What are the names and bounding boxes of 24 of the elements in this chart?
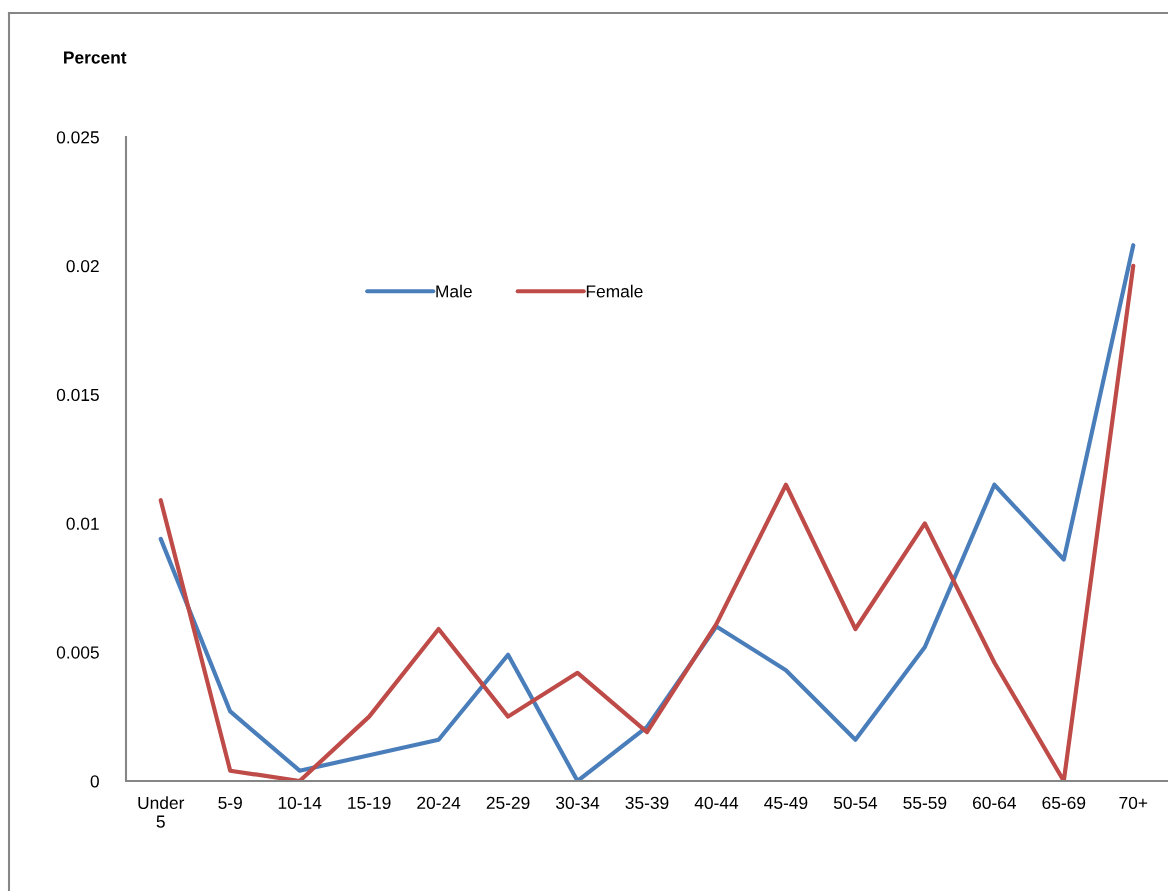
y-tick-label: 0 [90, 775, 99, 788]
x-tick-label: 20-24 [417, 796, 461, 810]
x-tick-label: 40-44 [694, 796, 739, 810]
y-tick-label: 0.005 [56, 646, 99, 659]
y-tick-label: 0.02 [66, 259, 99, 273]
x-tick-label: 55-59 [903, 796, 947, 810]
y-tick-label: 0.015 [56, 388, 99, 402]
y-tick-label: 0.025 [56, 131, 99, 144]
x-tick-label: 45-49 [764, 796, 808, 810]
x-tick-label: 35-39 [625, 796, 669, 810]
x-tick-label: 10-14 [278, 796, 322, 810]
x-tick-label: 50-54 [833, 796, 878, 810]
x-tick-label: 65-69 [1042, 796, 1086, 810]
x-tick-label: 60-64 [973, 796, 1017, 810]
y-tick-label: 0.01 [66, 517, 99, 530]
x-tick-label: 30-34 [556, 796, 600, 810]
x-tick-label: 25-29 [486, 796, 530, 810]
legend-label: Female [586, 284, 643, 298]
x-tick-label: Under 5 [138, 796, 185, 828]
legend-label: Male [436, 284, 472, 298]
x-tick-label: 70+ [1119, 796, 1148, 810]
x-tick-label: 5-9 [218, 796, 242, 810]
y-axis-title: Percent [64, 51, 127, 64]
x-tick-label: 15-19 [348, 796, 391, 810]
